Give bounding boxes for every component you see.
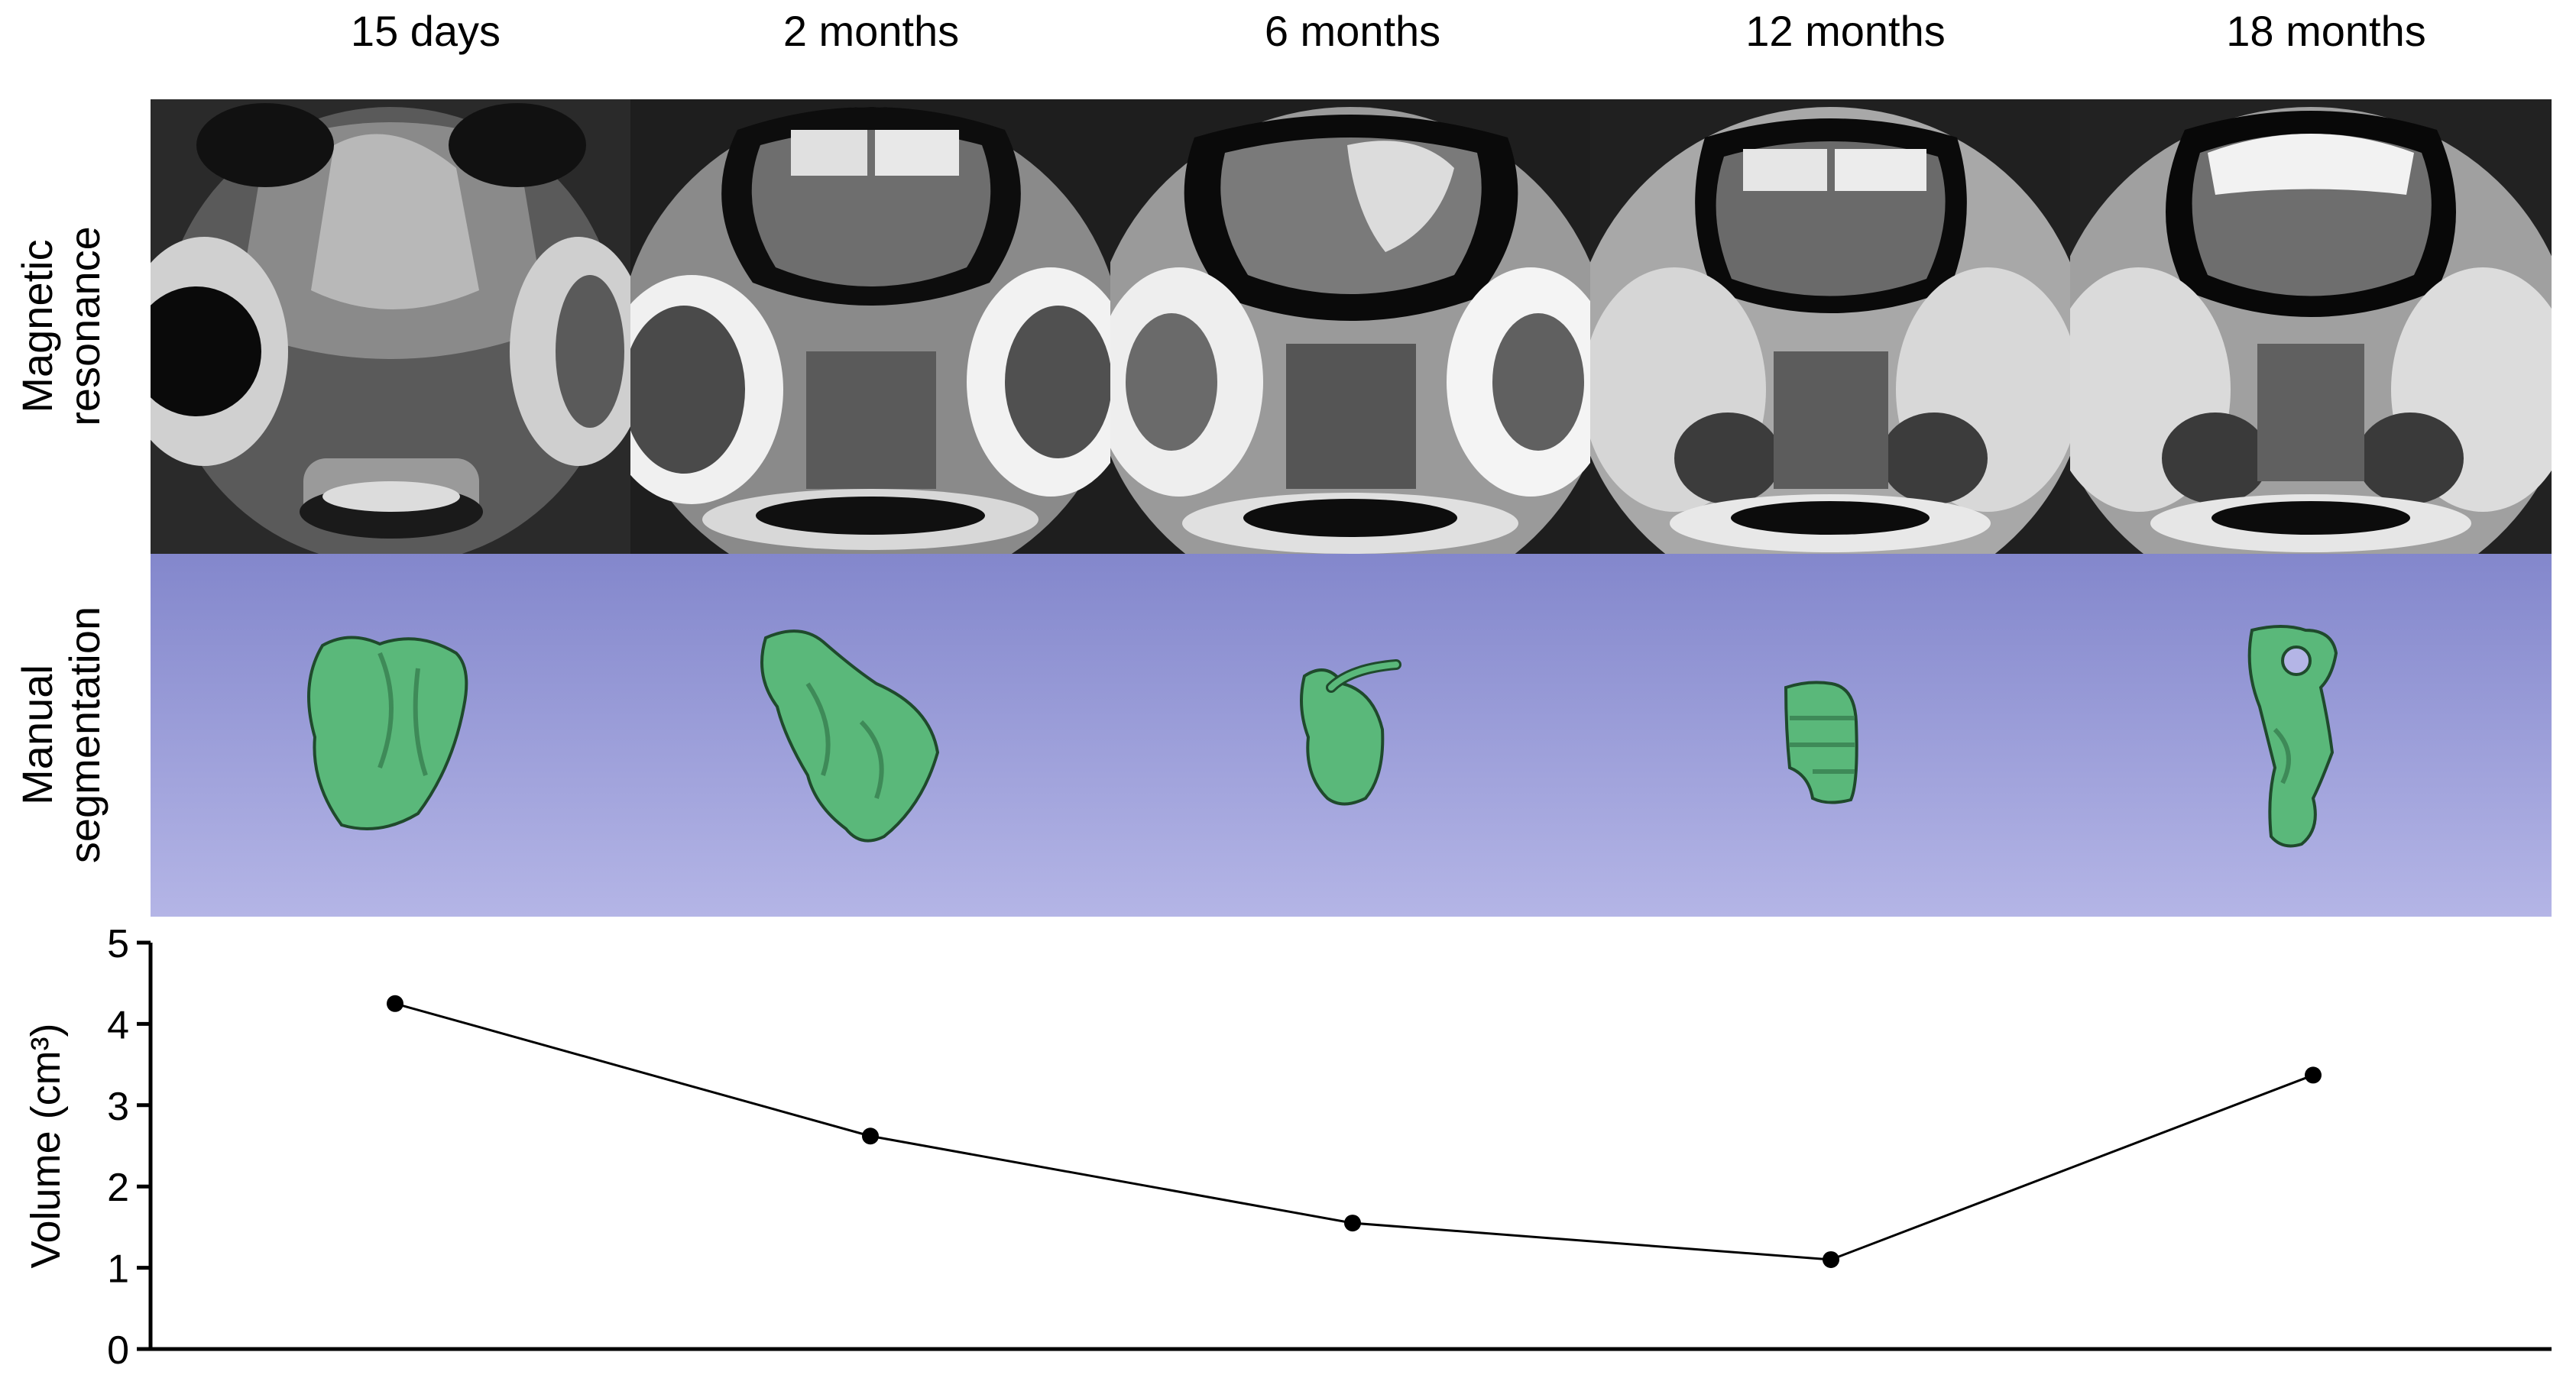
tumor-segmentation-18-months bbox=[2247, 625, 2338, 848]
data-point bbox=[387, 995, 403, 1012]
row-label-line-2: resonance bbox=[60, 226, 109, 426]
tumor-segmentation-15-days bbox=[307, 636, 468, 830]
data-point bbox=[1344, 1215, 1361, 1232]
tumor-segmentation-2-months bbox=[760, 629, 940, 843]
data-point bbox=[862, 1128, 879, 1145]
column-label-18-months: 18 months bbox=[2226, 7, 2426, 55]
row-label-line-1: Manual bbox=[13, 665, 61, 805]
mri-panel-18-months bbox=[2070, 99, 2552, 554]
y-tick-label: 0 bbox=[107, 1328, 129, 1373]
tumor-segmentation-6-months bbox=[1300, 659, 1401, 806]
y-axis-label: Volume (cm³) bbox=[23, 1023, 69, 1268]
data-point bbox=[2305, 1066, 2322, 1084]
mri-panel-15-days bbox=[151, 99, 630, 554]
data-point bbox=[1823, 1250, 1839, 1268]
column-label-2-months: 2 months bbox=[783, 7, 960, 55]
column-label-15-days: 15 days bbox=[350, 7, 501, 55]
column-label-12-months: 12 months bbox=[1745, 7, 1946, 55]
mri-panel-6-months bbox=[1110, 99, 1590, 554]
volume-chart: 0 1 2 3 4 5 Volume (cm³) bbox=[23, 922, 2552, 1373]
y-tick-label: 3 bbox=[107, 1085, 129, 1129]
y-tick-label: 4 bbox=[107, 1003, 129, 1047]
row-label-magnetic-resonance: Magnetic resonance bbox=[13, 219, 109, 433]
row-label-line-2: segmentation bbox=[60, 606, 109, 864]
mri-panel-12-months bbox=[1590, 99, 2070, 554]
tumor-segmentation-12-months bbox=[1784, 681, 1858, 804]
row-label-manual-segmentation: Manual segmentation bbox=[13, 605, 109, 865]
mri-panel-2-months bbox=[630, 99, 1110, 554]
y-tick-label: 1 bbox=[107, 1247, 129, 1292]
column-label-6-months: 6 months bbox=[1264, 7, 1441, 55]
row-label-line-1: Magnetic bbox=[13, 239, 61, 413]
segmentation-background bbox=[151, 554, 2552, 917]
y-tick-label: 2 bbox=[107, 1166, 129, 1210]
y-tick-label: 5 bbox=[107, 922, 129, 966]
